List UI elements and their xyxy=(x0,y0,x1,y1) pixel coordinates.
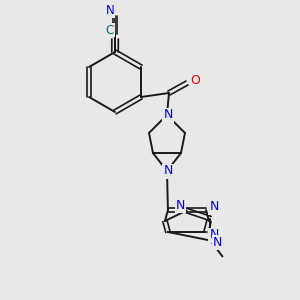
Text: N: N xyxy=(213,236,222,249)
Text: C: C xyxy=(106,23,114,37)
Text: N: N xyxy=(106,4,114,17)
Text: N: N xyxy=(209,229,219,242)
Text: N: N xyxy=(163,164,173,178)
Text: N: N xyxy=(209,200,219,214)
Text: N: N xyxy=(163,109,173,122)
Text: N: N xyxy=(176,199,185,212)
Text: O: O xyxy=(190,74,200,88)
